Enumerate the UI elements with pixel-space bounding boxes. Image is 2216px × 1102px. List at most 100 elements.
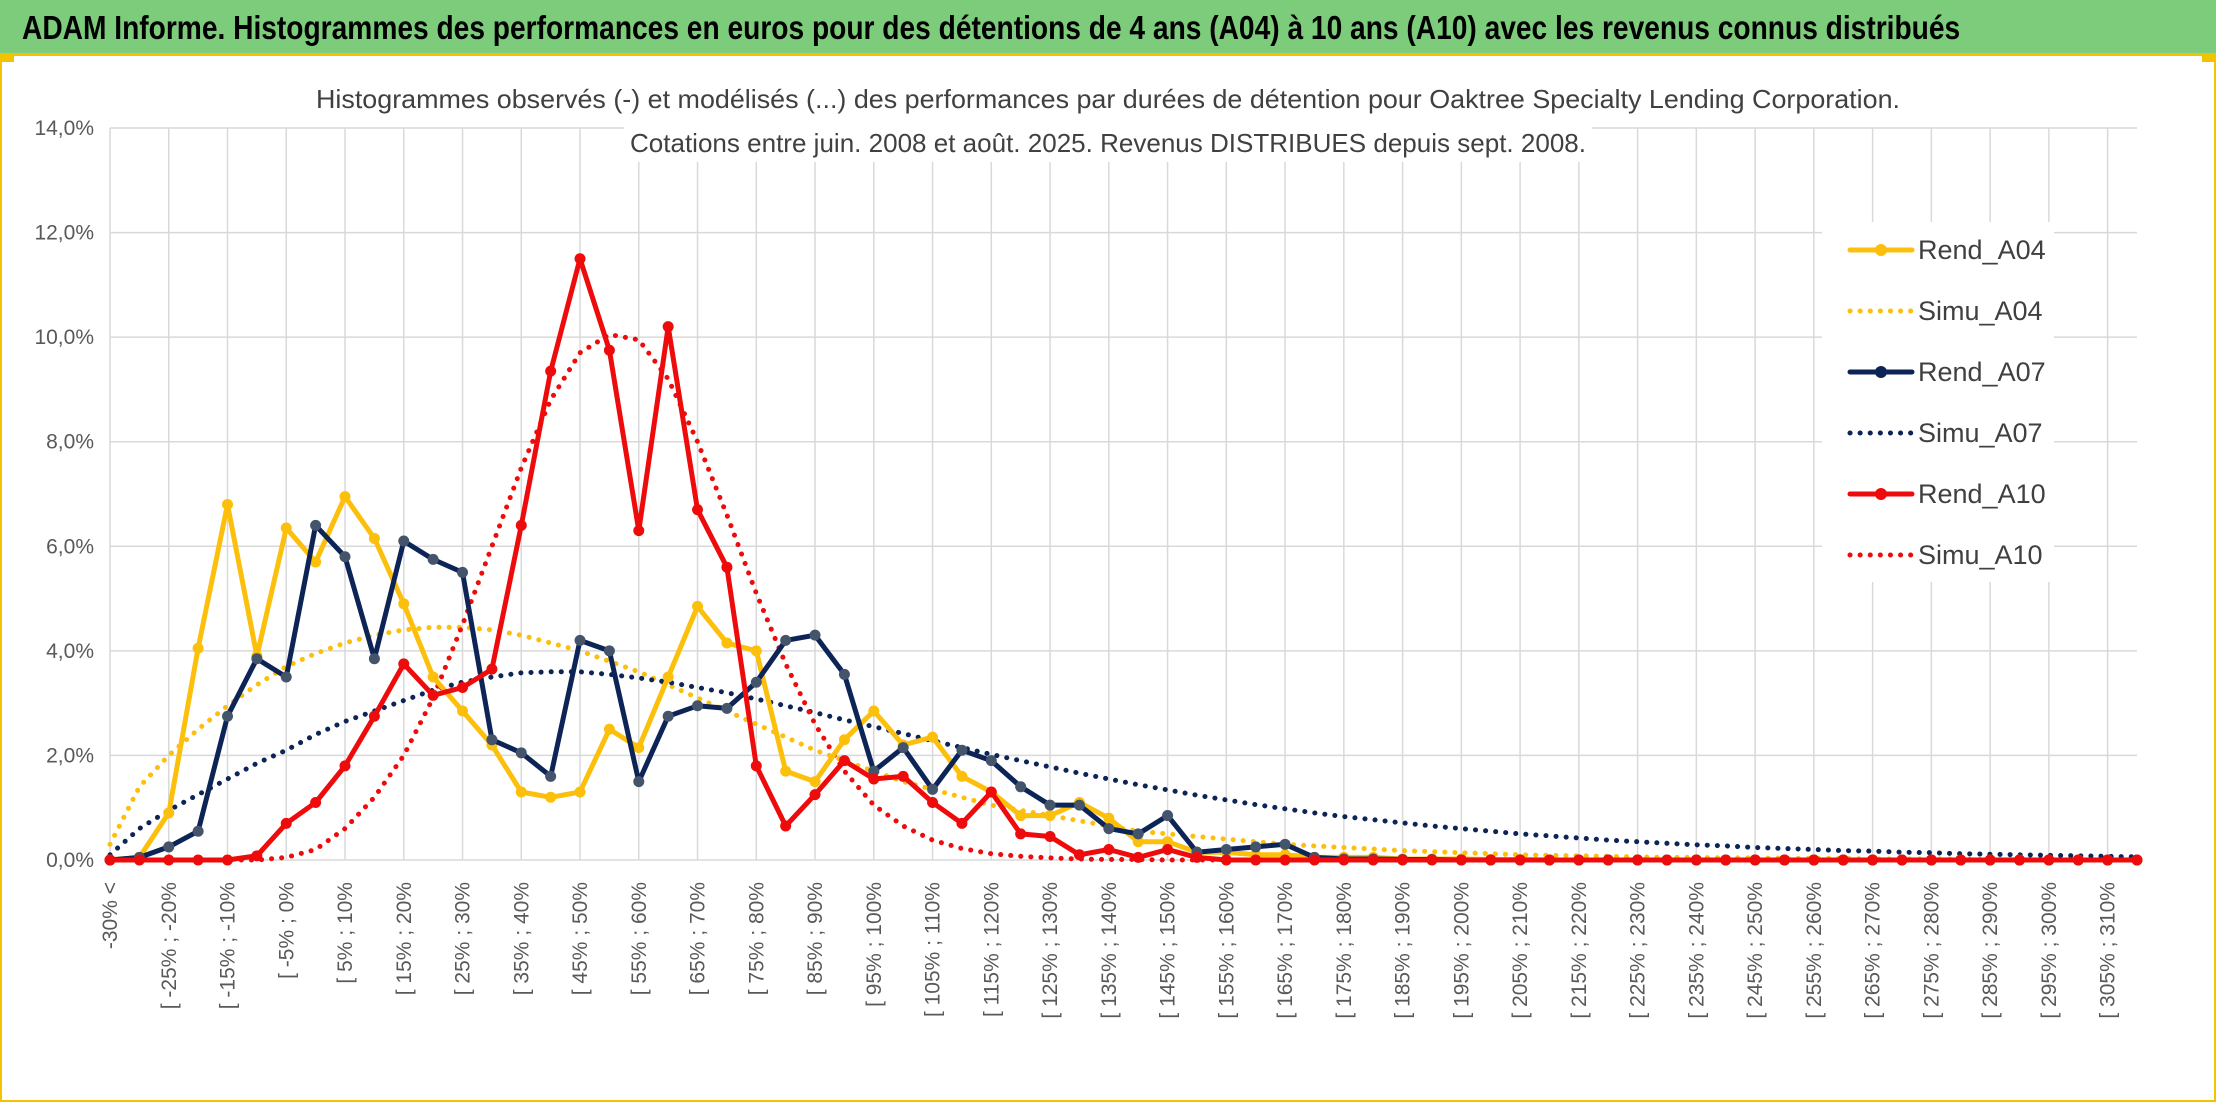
data-point xyxy=(809,776,821,788)
x-tick-label: [ 125% ; 130% xyxy=(1039,882,1062,1019)
data-point xyxy=(838,755,850,767)
data-point xyxy=(603,344,615,356)
x-tick-label: [ 65% ; 70% xyxy=(687,882,710,995)
y-tick-label: 6,0% xyxy=(46,535,94,558)
x-tick-label: [ 185% ; 190% xyxy=(1392,882,1415,1019)
data-point xyxy=(1220,854,1232,866)
data-point xyxy=(927,796,939,808)
data-point xyxy=(545,791,557,803)
y-tick-label: 14,0% xyxy=(34,117,94,140)
data-point xyxy=(662,710,674,722)
data-point xyxy=(486,663,498,675)
data-point xyxy=(838,734,850,746)
data-point xyxy=(985,755,997,767)
x-tick-label: [ 5% ; 10% xyxy=(334,882,357,984)
data-point xyxy=(339,551,351,563)
data-point xyxy=(310,519,322,531)
data-point xyxy=(1632,854,1644,866)
data-point xyxy=(339,760,351,772)
data-point xyxy=(868,765,880,777)
data-point xyxy=(368,653,380,665)
data-point xyxy=(545,365,557,377)
data-point xyxy=(2013,854,2025,866)
x-tick-label: [ 205% ; 210% xyxy=(1509,882,1532,1019)
x-tick-label: [ 265% ; 270% xyxy=(1862,882,1885,1019)
x-tick-label: [ 85% ; 90% xyxy=(804,882,827,995)
data-point xyxy=(692,600,704,612)
x-tick-label: [ 25% ; 30% xyxy=(452,882,475,995)
data-point xyxy=(1191,851,1203,863)
chart-title-line: Histogrammes observés (-) et modélisés (… xyxy=(316,84,1900,114)
data-point xyxy=(339,491,351,503)
corner-accent-right xyxy=(2202,56,2216,62)
data-point xyxy=(368,532,380,544)
y-tick-label: 12,0% xyxy=(34,222,94,245)
data-point xyxy=(574,786,586,798)
series-line xyxy=(107,624,2140,862)
data-point xyxy=(1044,810,1056,822)
data-point xyxy=(1397,854,1409,866)
data-point xyxy=(163,841,175,853)
data-point xyxy=(633,742,645,754)
data-point xyxy=(368,710,380,722)
data-point xyxy=(868,773,880,785)
data-point xyxy=(662,671,674,683)
x-tick-label: [ 235% ; 240% xyxy=(1685,882,1708,1019)
data-point xyxy=(1073,799,1085,811)
data-point xyxy=(163,807,175,819)
x-tick-label: [ -15% ; -10% xyxy=(217,882,240,1009)
data-point xyxy=(1778,854,1790,866)
data-point xyxy=(780,634,792,646)
data-point xyxy=(633,776,645,788)
data-point xyxy=(1602,854,1614,866)
data-point xyxy=(1044,799,1056,811)
data-point xyxy=(956,770,968,782)
data-point xyxy=(1984,854,1996,866)
x-tick-label: [ 175% ; 180% xyxy=(1333,882,1356,1019)
data-point xyxy=(280,522,292,534)
data-point xyxy=(1308,854,1320,866)
data-point xyxy=(1367,854,1379,866)
x-tick-label: [ 55% ; 60% xyxy=(628,882,651,995)
data-point xyxy=(1015,781,1027,793)
data-point xyxy=(603,723,615,735)
legend-item: Simu_A10 xyxy=(1847,540,2043,570)
data-point xyxy=(192,854,204,866)
data-point xyxy=(2043,854,2055,866)
data-point xyxy=(1103,844,1115,856)
data-point xyxy=(1162,836,1174,848)
y-tick-label: 4,0% xyxy=(46,640,94,663)
data-point xyxy=(192,642,204,654)
data-point xyxy=(1250,854,1262,866)
legend-item: Simu_A04 xyxy=(1847,296,2043,326)
data-point xyxy=(1955,854,1967,866)
title-background xyxy=(310,78,1906,118)
data-point xyxy=(251,850,263,862)
data-point xyxy=(2102,854,2114,866)
y-tick-label: 0,0% xyxy=(46,849,94,872)
data-point xyxy=(1103,812,1115,824)
data-point xyxy=(1015,810,1027,822)
x-tick-label: [ 75% ; 80% xyxy=(745,882,768,995)
x-tick-label: [ 255% ; 260% xyxy=(1803,882,1826,1019)
chart-title-line: Cotations entre juin. 2008 et août. 2025… xyxy=(630,128,1586,158)
data-point xyxy=(515,786,527,798)
data-point xyxy=(427,689,439,701)
data-point xyxy=(1279,838,1291,850)
data-point xyxy=(574,253,586,265)
data-point xyxy=(1485,854,1497,866)
data-point xyxy=(603,645,615,657)
x-tick-label: [ 275% ; 280% xyxy=(1920,882,1943,1019)
y-tick-label: 10,0% xyxy=(34,326,94,349)
data-point xyxy=(1573,854,1585,866)
data-point xyxy=(721,637,733,649)
x-tick-label: -30% < xyxy=(99,882,122,949)
series-simu-a07 xyxy=(107,669,2140,860)
data-point xyxy=(956,817,968,829)
x-tick-label: [ -5% ; 0% xyxy=(275,882,298,979)
data-point xyxy=(1661,854,1673,866)
legend-item: Rend_A04 xyxy=(1847,235,2046,265)
data-point xyxy=(1162,844,1174,856)
report-banner: ADAM Informe. Histogrammes des performan… xyxy=(0,0,2216,56)
data-point xyxy=(956,744,968,756)
